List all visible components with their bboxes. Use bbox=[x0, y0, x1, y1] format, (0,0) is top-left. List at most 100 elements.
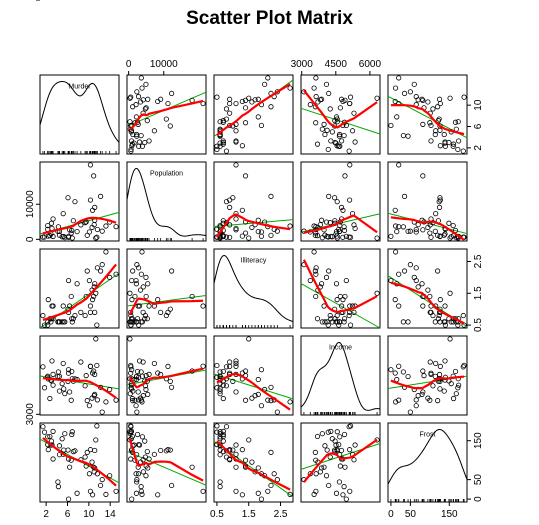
data-point: South Dakota bbox=[214, 146, 220, 153]
data-point: Connecticut bbox=[136, 139, 143, 145]
data-point: Wyoming bbox=[127, 119, 133, 125]
data-point: Alabama bbox=[265, 75, 271, 81]
data-point: Hawaii bbox=[258, 233, 265, 239]
data-point: North Dakota bbox=[223, 424, 230, 430]
data-point: Texas bbox=[97, 482, 104, 489]
data-point: Wyoming bbox=[455, 119, 461, 125]
data-point: North Dakota bbox=[40, 312, 46, 319]
data-point: Washington bbox=[217, 224, 223, 230]
data-point: Ohio bbox=[223, 448, 230, 454]
data-point: Minnesota bbox=[450, 143, 456, 149]
data-point: Louisiana bbox=[103, 249, 109, 255]
lowess-line bbox=[216, 83, 291, 137]
data-point: Kentucky bbox=[89, 459, 95, 465]
panel-income-vs-population: AlabamaAlaskaArizonaArkansasCaliforniaCo… bbox=[126, 335, 207, 416]
data-point: Virginia bbox=[143, 293, 149, 300]
data-point: Louisiana bbox=[287, 223, 293, 229]
lowess-line bbox=[42, 437, 117, 487]
data-point: Minnesota bbox=[337, 434, 343, 440]
data-point: Tennessee bbox=[317, 97, 323, 103]
data-point: Oregon bbox=[405, 319, 411, 325]
data-point: Maryland bbox=[227, 110, 233, 116]
data-point: Utah bbox=[441, 232, 447, 238]
data-point: Iowa bbox=[214, 374, 220, 380]
data-point: Utah bbox=[441, 319, 447, 325]
data-point: Alabama bbox=[113, 224, 119, 230]
data-point: South Carolina bbox=[313, 471, 319, 477]
data-point: Minnesota bbox=[217, 143, 223, 149]
data-point: Iowa bbox=[336, 442, 342, 448]
data-point: Indiana bbox=[144, 118, 150, 124]
data-point: Maine bbox=[314, 233, 321, 239]
data-point: Arizona bbox=[74, 490, 80, 496]
x-tick-label: 2.5 bbox=[274, 509, 288, 520]
data-point: Utah bbox=[322, 443, 328, 449]
data-point: Indiana bbox=[70, 316, 76, 322]
data-point: Kentucky bbox=[137, 287, 144, 293]
data-point: Louisiana bbox=[311, 85, 317, 91]
data-point: Montana bbox=[448, 381, 454, 387]
data-point: Mississippi bbox=[407, 409, 413, 415]
data-point: North Carolina bbox=[145, 391, 151, 398]
data-point: Montana bbox=[329, 436, 335, 442]
data-point: Missouri bbox=[223, 106, 230, 112]
data-point: Montana bbox=[59, 381, 65, 387]
data-point: Rhode Island bbox=[437, 143, 443, 149]
data-point: Missouri bbox=[327, 106, 333, 112]
data-point: West Virginia bbox=[427, 230, 433, 236]
data-point: Missouri bbox=[82, 454, 88, 460]
data-point: New Hampshire bbox=[328, 233, 334, 240]
data-point: Pennsylvania bbox=[332, 447, 338, 453]
data-point: Arizona bbox=[74, 228, 80, 235]
data-point: Missouri bbox=[327, 220, 333, 226]
data-point: Hawaii bbox=[65, 277, 72, 284]
data-point: Oregon bbox=[55, 479, 61, 485]
data-point: Oklahoma bbox=[233, 389, 239, 395]
data-point: Florida bbox=[392, 207, 398, 213]
data-point: Tennessee bbox=[91, 393, 97, 399]
x-tick-label: 14 bbox=[105, 509, 117, 520]
data-point: Illinois bbox=[437, 363, 443, 369]
data-point: Texas bbox=[169, 384, 175, 390]
data-point: Ohio bbox=[163, 312, 169, 319]
data-point: Indiana bbox=[70, 218, 76, 224]
data-point: Minnesota bbox=[45, 319, 51, 325]
data-point: Oklahoma bbox=[420, 389, 426, 395]
data-point: South Carolina bbox=[135, 471, 142, 477]
panel-frame bbox=[213, 248, 294, 329]
data-point: Illinois bbox=[347, 100, 353, 107]
lowess-line bbox=[390, 281, 465, 325]
data-point: Texas bbox=[326, 268, 332, 274]
data-point: Michigan bbox=[338, 96, 345, 102]
data-point: Colorado bbox=[452, 368, 459, 375]
data-point: New Hampshire bbox=[328, 428, 334, 434]
data-point: Wyoming bbox=[217, 235, 223, 241]
data-point: Vermont bbox=[127, 431, 133, 437]
x-tick-label: 6 bbox=[65, 509, 71, 520]
data-point: Iowa bbox=[136, 143, 142, 149]
data-point: Iowa bbox=[442, 322, 448, 328]
data-point: Missouri bbox=[327, 454, 333, 460]
data-point: California bbox=[396, 363, 402, 369]
data-point: Oklahoma bbox=[233, 227, 239, 233]
data-point: Montana bbox=[59, 234, 65, 240]
data-point: Arizona bbox=[255, 376, 261, 383]
data-point: Oklahoma bbox=[135, 389, 141, 395]
panel-population-vs-population: Population bbox=[126, 161, 207, 242]
data-point: Virginia bbox=[242, 463, 249, 469]
data-point: Mississippi bbox=[301, 228, 307, 234]
data-point: Illinois bbox=[165, 100, 171, 107]
data-point: Washington bbox=[341, 484, 347, 490]
data-point: Wisconsin bbox=[446, 139, 452, 146]
data-point: Michigan bbox=[92, 309, 98, 315]
data-point: Arkansas bbox=[133, 403, 139, 409]
data-point: New York bbox=[189, 97, 195, 103]
data-point: California bbox=[233, 488, 239, 494]
data-point: Alabama bbox=[313, 75, 319, 81]
data-point: Alabama bbox=[138, 488, 144, 494]
data-point: New Mexico bbox=[130, 268, 136, 274]
panel-illiteracy-vs-income: AlabamaAlaskaArizonaArkansasCaliforniaCo… bbox=[300, 248, 381, 329]
data-point: Minnesota bbox=[337, 143, 343, 149]
panel-illiteracy-vs-population: Alabama AlaskaArizonaArkansas California Co… bbox=[126, 248, 207, 329]
panel-murder-vs-frost: AlabamaAlaskaArizonaArkansasCaliforniaCo… bbox=[387, 74, 468, 155]
